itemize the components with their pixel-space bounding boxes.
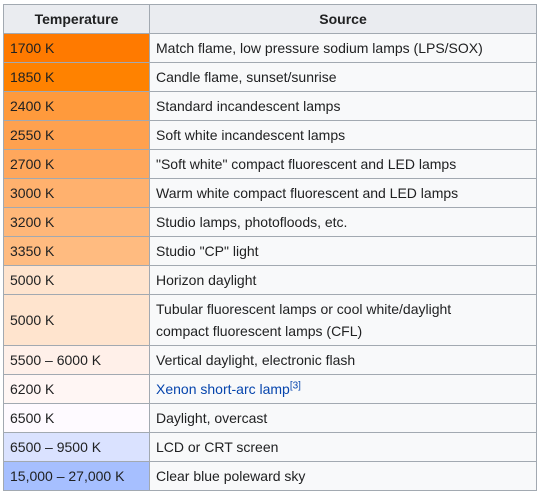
- table-row: 6500 K Daylight, overcast: [3, 403, 537, 433]
- table-row: 15,000 – 27,000 K Clear blue poleward sk…: [3, 461, 537, 491]
- source-column-header[interactable]: Source: [149, 4, 537, 34]
- temperature-cell: 5500 – 6000 K: [3, 345, 150, 375]
- temperature-column-header[interactable]: Temperature: [3, 4, 150, 34]
- source-cell: Match flame, low pressure sodium lamps (…: [149, 33, 537, 63]
- source-cell: Vertical daylight, electronic flash: [149, 345, 537, 375]
- table-row: 1700 K Match flame, low pressure sodium …: [3, 33, 537, 63]
- source-cell: Studio lamps, photofloods, etc.: [149, 207, 537, 237]
- source-cell: "Soft white" compact fluorescent and LED…: [149, 149, 537, 179]
- source-cell: Studio "CP" light: [149, 236, 537, 266]
- source-cell: Soft white incandescent lamps: [149, 120, 537, 150]
- table-row: 6500 – 9500 K LCD or CRT screen: [3, 432, 537, 462]
- table-row: 5000 K Tubular fluorescent lamps or cool…: [3, 294, 537, 346]
- source-cell: Daylight, overcast: [149, 403, 537, 433]
- table-row: 2400 K Standard incandescent lamps: [3, 91, 537, 121]
- table-row: 2550 K Soft white incandescent lamps: [3, 120, 537, 150]
- source-cell: Horizon daylight: [149, 265, 537, 295]
- table-row: 3350 K Studio "CP" light: [3, 236, 537, 266]
- source-cell: LCD or CRT screen: [149, 432, 537, 462]
- source-text-line: Tubular fluorescent lamps or cool white/…: [156, 301, 452, 317]
- source-cell: Clear blue poleward sky: [149, 461, 537, 491]
- temperature-cell: 6200 K: [3, 374, 150, 404]
- table-row: 2700 K "Soft white" compact fluorescent …: [3, 149, 537, 179]
- temperature-cell: 2400 K: [3, 91, 150, 121]
- citation-link[interactable]: [3]: [289, 380, 301, 392]
- header-row: Temperature Source: [3, 4, 537, 34]
- temperature-cell: 2700 K: [3, 149, 150, 179]
- temperature-cell: 6500 K: [3, 403, 150, 433]
- table-row: 5000 K Horizon daylight: [3, 265, 537, 295]
- source-cell: Xenon short-arc lamp[3]: [149, 374, 537, 404]
- temperature-cell: 5000 K: [3, 294, 150, 346]
- table-row: 1850 K Candle flame, sunset/sunrise: [3, 62, 537, 92]
- temperature-cell: 2550 K: [3, 120, 150, 150]
- table-row: 6200 K Xenon short-arc lamp[3]: [3, 374, 537, 404]
- temperature-cell: 5000 K: [3, 265, 150, 295]
- temperature-cell: 1850 K: [3, 62, 150, 92]
- table-row: 3000 K Warm white compact fluorescent an…: [3, 178, 537, 208]
- temperature-cell: 3350 K: [3, 236, 150, 266]
- temperature-cell: 1700 K: [3, 33, 150, 63]
- source-cell: Candle flame, sunset/sunrise: [149, 62, 537, 92]
- temperature-cell: 6500 – 9500 K: [3, 432, 150, 462]
- color-temperature-table: Temperature Source 1700 K Match flame, l…: [3, 4, 537, 491]
- table-row: 3200 K Studio lamps, photofloods, etc.: [3, 207, 537, 237]
- source-text-line: compact fluorescent lamps (CFL): [156, 323, 363, 339]
- temperature-cell: 3000 K: [3, 178, 150, 208]
- source-cell: Standard incandescent lamps: [149, 91, 537, 121]
- source-cell: Warm white compact fluorescent and LED l…: [149, 178, 537, 208]
- table-row: 5500 – 6000 K Vertical daylight, electro…: [3, 345, 537, 375]
- source-cell: Tubular fluorescent lamps or cool white/…: [149, 294, 537, 346]
- xenon-lamp-link[interactable]: Xenon short-arc lamp: [156, 381, 290, 397]
- temperature-cell: 3200 K: [3, 207, 150, 237]
- temperature-cell: 15,000 – 27,000 K: [3, 461, 150, 491]
